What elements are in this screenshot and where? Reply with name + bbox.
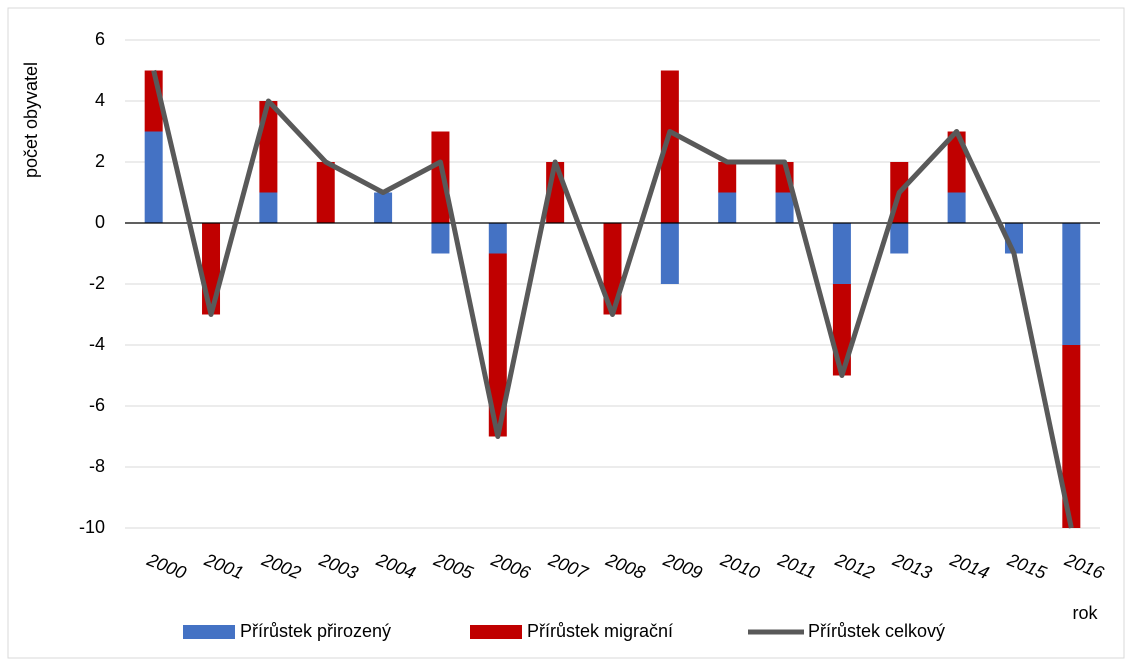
legend-swatch: [183, 625, 235, 639]
bar: [775, 192, 794, 223]
bar: [947, 192, 966, 223]
x-axis-label: rok: [1072, 603, 1098, 623]
bar: [1062, 223, 1081, 345]
legend-label: Přírůstek celkový: [808, 621, 945, 641]
bar: [431, 131, 450, 223]
y-tick-label: -8: [89, 456, 105, 476]
bar: [316, 162, 335, 223]
bar: [832, 223, 851, 284]
y-tick-label: 6: [95, 29, 105, 49]
bar: [1062, 345, 1081, 528]
y-tick-label: 2: [95, 151, 105, 171]
bar: [431, 223, 450, 254]
bar: [144, 131, 163, 223]
bar: [488, 223, 507, 254]
y-tick-label: 4: [95, 90, 105, 110]
bar: [202, 223, 221, 315]
legend-label: Přírůstek přirozený: [240, 621, 391, 641]
bar: [890, 223, 909, 254]
bar: [374, 192, 393, 223]
y-tick-label: 0: [95, 212, 105, 232]
legend-label: Přírůstek migrační: [527, 621, 673, 641]
y-tick-label: -4: [89, 334, 105, 354]
bar: [259, 192, 278, 223]
y-tick-label: -2: [89, 273, 105, 293]
bar: [660, 223, 679, 284]
bar: [603, 223, 622, 315]
bar: [718, 162, 737, 193]
y-tick-label: -10: [79, 517, 105, 537]
bar: [660, 70, 679, 223]
chart-border: [7, 7, 1125, 659]
legend-swatch: [470, 625, 522, 639]
y-axis-label: počet obyvatel: [21, 62, 41, 178]
line: [151, 69, 1074, 529]
y-tick-label: -6: [89, 395, 105, 415]
bar: [488, 253, 507, 437]
bar: [718, 192, 737, 223]
bar: [259, 101, 278, 193]
